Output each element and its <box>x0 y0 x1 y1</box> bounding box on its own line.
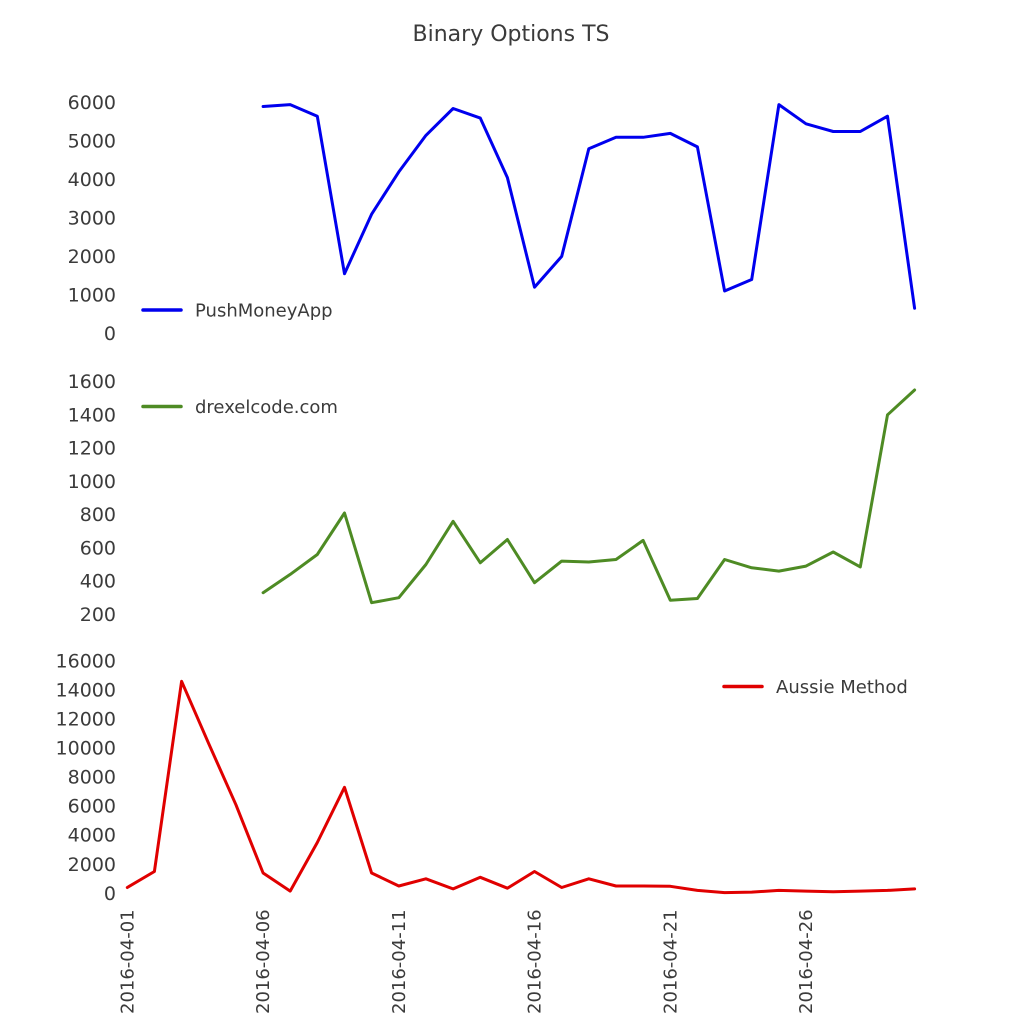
series-layer: 0100020003000400050006000PushMoneyApp200… <box>56 92 917 905</box>
legend-label-aussie-method: Aussie Method <box>776 677 908 698</box>
y-tick-label: 1600 <box>68 371 116 393</box>
x-tick-label: 2016-04-01 <box>117 909 138 1014</box>
y-tick-label: 6000 <box>68 796 116 818</box>
y-tick-label: 800 <box>80 504 116 526</box>
x-tick-label: 2016-04-16 <box>525 909 546 1014</box>
y-tick-label: 1200 <box>68 438 116 460</box>
y-tick-label: 8000 <box>68 767 116 789</box>
y-tick-label: 4000 <box>68 825 116 847</box>
subplot-pushmoneyapp: 0 1000 2000 3000 4000 5000 6000 PushMoneyApp <box>68 92 917 345</box>
y-tick-label: 12000 <box>56 709 116 731</box>
y-tick-label: 4000 <box>68 169 116 191</box>
subplot-drexelcode-com: 200 400 600 800 1000 1200 1400 1600 drexelcode.c… <box>68 371 917 626</box>
y-tick-label: 1000 <box>68 284 116 306</box>
chart-title: Binary Options TS <box>413 22 610 47</box>
y-tick-label: 600 <box>80 537 116 559</box>
y-tick-label: 1000 <box>68 471 116 493</box>
x-axis: 2016-04-01 2016-04-06 2016-04-11 2016-04-16… <box>117 909 817 1014</box>
y-tick-label: 1400 <box>68 404 116 426</box>
y-tick-label: 14000 <box>56 680 116 702</box>
series-line-pushmoneyapp <box>261 103 917 310</box>
subplot-aussie-method: 0 2000 4000 6000 8000 10000 12000 14000 16000 Aus… <box>56 651 917 905</box>
x-tick-label: 2016-04-26 <box>796 909 817 1014</box>
series-line-drexelcode-com <box>261 388 917 605</box>
legend-label-pushmoneyapp: PushMoneyApp <box>195 301 333 322</box>
y-tick-label: 16000 <box>56 651 116 673</box>
x-tick-label: 2016-04-06 <box>253 909 274 1014</box>
legend-label-drexelcode-com: drexelcode.com <box>195 397 338 418</box>
y-tick-label: 0 <box>104 883 116 905</box>
y-tick-label: 2000 <box>68 854 116 876</box>
series-line-aussie-method <box>125 679 917 895</box>
y-tick-label: 2000 <box>68 246 116 268</box>
y-tick-label: 6000 <box>68 92 116 114</box>
y-tick-label: 3000 <box>68 208 116 230</box>
y-tick-label: 400 <box>80 571 116 593</box>
x-tick-label: 2016-04-21 <box>660 909 681 1014</box>
y-tick-label: 5000 <box>68 131 116 153</box>
y-tick-label: 10000 <box>56 738 116 760</box>
x-tick-label: 2016-04-11 <box>389 909 410 1014</box>
y-tick-label: 0 <box>104 323 116 345</box>
y-tick-label: 200 <box>80 604 116 626</box>
